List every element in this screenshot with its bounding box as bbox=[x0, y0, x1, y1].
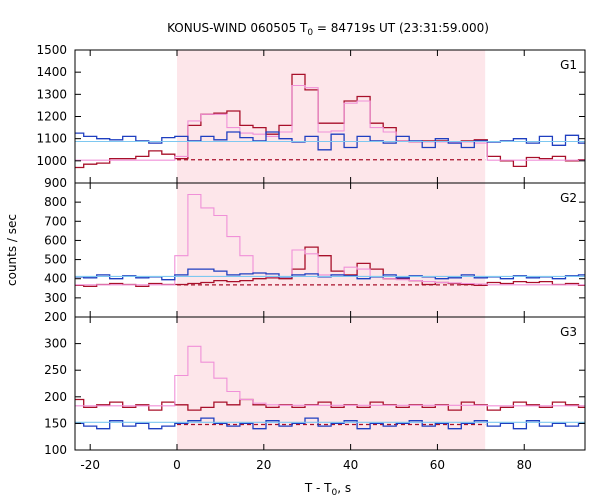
series-g1-0 bbox=[75, 73, 585, 169]
y-tick-label-g1-1500: 1500 bbox=[36, 43, 67, 57]
y-tick-label-g1-900: 900 bbox=[44, 176, 67, 190]
y-tick-label-g2-800: 800 bbox=[44, 195, 67, 209]
x-axis-label: T - T0, s bbox=[304, 481, 351, 498]
y-tick-label-g2-200: 200 bbox=[44, 310, 67, 324]
y-tick-label-g1-1100: 1100 bbox=[36, 132, 67, 146]
panel-label-g1: G1 bbox=[560, 58, 577, 72]
y-tick-label-g3-150: 150 bbox=[44, 416, 67, 430]
series-g2-0 bbox=[75, 246, 585, 288]
y-tick-label-g2-600: 600 bbox=[44, 233, 67, 247]
shade-region-g3 bbox=[177, 317, 486, 450]
y-tick-label-g2-400: 400 bbox=[44, 272, 67, 286]
shade-region-g1 bbox=[177, 50, 486, 183]
panel-label-g3: G3 bbox=[560, 325, 577, 339]
x-tick-label-0: 0 bbox=[173, 458, 181, 472]
series-g3-1 bbox=[75, 345, 585, 407]
y-tick-label-g1-1000: 1000 bbox=[36, 154, 67, 168]
series-layer bbox=[75, 73, 585, 430]
x-tick-label-80: 80 bbox=[517, 458, 532, 472]
series-g3-2 bbox=[75, 417, 585, 430]
x-tick-label-20: 20 bbox=[256, 458, 271, 472]
y-tick-label-g2-500: 500 bbox=[44, 253, 67, 267]
y-tick-label-g2-700: 700 bbox=[44, 214, 67, 228]
y-axis-label: counts / sec bbox=[5, 214, 19, 286]
y-tick-label-g3-100: 100 bbox=[44, 443, 67, 457]
y-tick-label-g3-250: 250 bbox=[44, 363, 67, 377]
panel-frame-g3 bbox=[74, 316, 586, 451]
y-tick-label-g1-1200: 1200 bbox=[36, 110, 67, 124]
x-tick-label-60: 60 bbox=[430, 458, 445, 472]
y-tick-label-g3-300: 300 bbox=[44, 337, 67, 351]
shade-layer bbox=[177, 50, 486, 450]
panel-label-g2: G2 bbox=[560, 191, 577, 205]
shade-region-g2 bbox=[177, 183, 486, 317]
y-tick-label-g1-1400: 1400 bbox=[36, 65, 67, 79]
x-tick-label--20: -20 bbox=[80, 458, 100, 472]
x-tick-label-40: 40 bbox=[343, 458, 358, 472]
y-tick-label-g2-300: 300 bbox=[44, 291, 67, 305]
y-tick-label-g3-200: 200 bbox=[44, 390, 67, 404]
y-tick-label-g1-1300: 1300 bbox=[36, 87, 67, 101]
chart-title: KONUS-WIND 060505 T0 = 84719s UT (23:31:… bbox=[167, 21, 489, 38]
ticks-layer: 900100011001200130014001500G120030040050… bbox=[36, 43, 585, 472]
